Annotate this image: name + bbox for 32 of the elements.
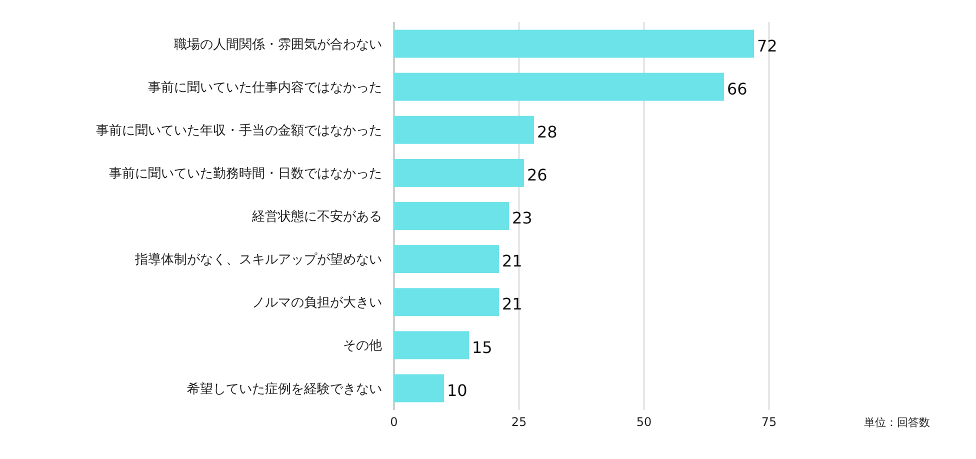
x-tick-label: 25 (511, 415, 527, 429)
text: 単位：回答数 (864, 416, 930, 429)
bar (394, 374, 444, 402)
bar (394, 331, 469, 360)
bar (394, 288, 499, 316)
bar (394, 30, 754, 58)
y-tick-label: 事前に聞いていた仕事内容ではなかった (148, 79, 382, 96)
x-tick-label: 0 (390, 415, 398, 429)
x-tick-label: 50 (636, 415, 652, 429)
y-tick-label: その他 (343, 338, 382, 354)
data-label: 21 (502, 252, 522, 271)
y-tick-label: 経営状態に不安がある (251, 208, 382, 225)
data-label: 10 (447, 380, 468, 400)
y-tick-label: ノルマの負担が大きい (252, 296, 382, 311)
data-label: 28 (537, 122, 558, 142)
data-label: 15 (472, 338, 492, 357)
data-label: 72 (757, 36, 778, 56)
data-label: 23 (512, 208, 532, 228)
bar (394, 158, 524, 187)
y-tick-label: 希望していた症例を経験できない (187, 382, 382, 397)
bar (394, 245, 499, 274)
data-label: 66 (727, 79, 748, 98)
y-tick-label: 事前に聞いていた勤務時間・日数ではなかった (109, 166, 382, 182)
bar (394, 202, 509, 230)
x-tick-label: 75 (761, 415, 777, 429)
y-tick-label: 職場の人間関係・雰囲気が合わない (174, 37, 382, 52)
y-tick-label: 事前に聞いていた年収・手当の金額ではなかった (96, 123, 382, 138)
bar (394, 72, 724, 101)
data-label: 21 (502, 294, 522, 314)
data-label: 26 (527, 166, 548, 185)
y-tick-label: 指導体制がなく、スキルアップが望めない (134, 252, 382, 268)
bar (394, 116, 534, 144)
